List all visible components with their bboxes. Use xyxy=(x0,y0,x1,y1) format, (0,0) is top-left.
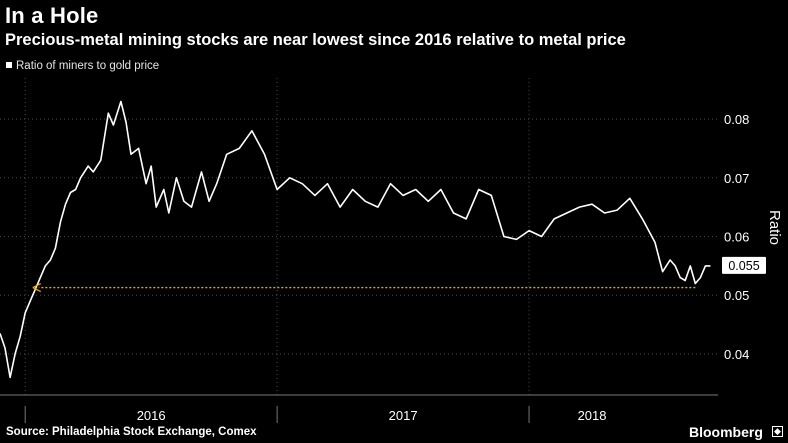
y-tick-label: 0.06 xyxy=(724,230,749,245)
legend-label: Ratio of miners to gold price xyxy=(16,60,160,72)
x-tick-label: 2018 xyxy=(578,408,607,423)
last-value-box xyxy=(722,256,766,274)
x-tick-label: 2017 xyxy=(389,408,418,423)
y-tick-label: 0.07 xyxy=(724,171,749,186)
y-tick-label: 0.05 xyxy=(724,288,749,303)
legend: Ratio of miners to gold price xyxy=(6,60,159,72)
series-group xyxy=(0,100,711,379)
y-tick-label: 0.08 xyxy=(724,112,749,127)
grid-lines xyxy=(0,118,718,355)
chart-subtitle: Precious-metal mining stocks are near lo… xyxy=(5,31,626,49)
bloomberg-logo: Bloomberg xyxy=(689,424,763,440)
series-line xyxy=(0,100,711,379)
y-axis-label: Ratio xyxy=(766,210,783,245)
annotations: 0.055 xyxy=(32,256,766,293)
y-axis-ticks: 0.04 0.05 0.06 0.07 0.08 xyxy=(724,112,749,362)
year-separators xyxy=(0,78,718,423)
reference-arrow-head xyxy=(32,282,42,293)
source-note: Source: Philadelphia Stock Exchange, Com… xyxy=(6,426,257,438)
y-tick-label: 0.04 xyxy=(724,347,749,362)
last-value-label: 0.055 xyxy=(728,259,759,273)
logo-icon: ◆ xyxy=(772,426,783,437)
legend-swatch xyxy=(6,62,12,68)
x-tick-label: 2016 xyxy=(137,408,166,423)
x-axis-ticks: 2016 2017 2018 xyxy=(137,408,607,423)
chart-title: In a Hole xyxy=(5,3,99,28)
